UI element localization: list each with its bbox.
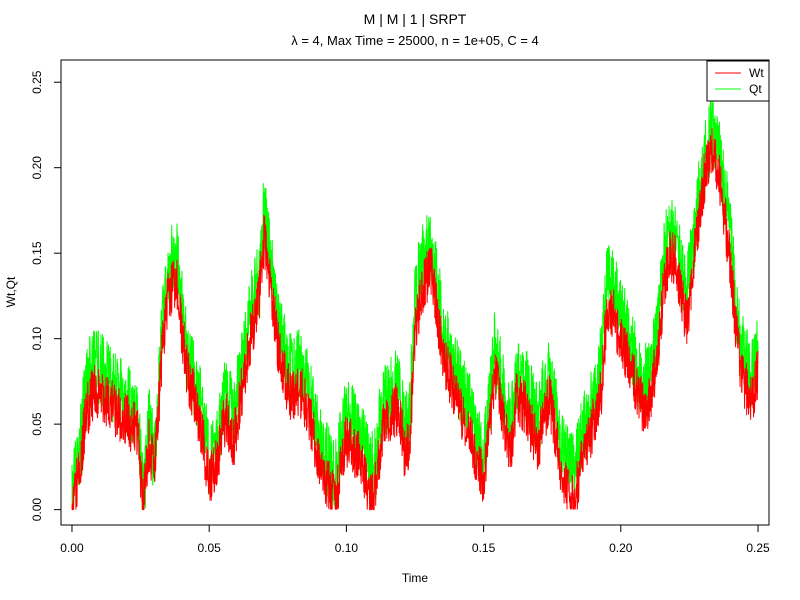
y-tick-label: 0.20 — [30, 156, 44, 180]
series-line-wt — [71, 128, 759, 511]
x-tick-label: 0.25 — [746, 541, 770, 555]
y-tick-label: 0.15 — [30, 241, 44, 265]
chart-title: M | M | 1 | SRPT — [364, 11, 467, 27]
x-tick-label: 0.05 — [198, 541, 222, 555]
legend-label-wt: Wt — [749, 66, 764, 80]
y-tick-label: 0.10 — [30, 327, 44, 351]
x-tick-label: 0.00 — [60, 541, 84, 555]
legend-box — [706, 60, 770, 102]
x-tick-label: 0.15 — [472, 541, 496, 555]
y-tick-label: 0.05 — [30, 412, 44, 436]
legend-label-qt: Qt — [749, 82, 762, 96]
x-axis: 0.00 0.05 0.10 0.15 0.20 0.25 — [60, 524, 770, 555]
y-axis: 0.00 0.05 0.10 0.15 0.20 0.25 — [30, 70, 62, 522]
y-tick-label: 0.25 — [30, 70, 44, 94]
series-layer — [71, 99, 759, 511]
chart-subtitle: λ = 4, Max Time = 25000, n = 1e+05, C = … — [291, 33, 539, 48]
x-tick-label: 0.20 — [609, 541, 633, 555]
x-tick-label: 0.10 — [335, 541, 359, 555]
y-axis-label: Wt,Qt — [4, 276, 18, 307]
legend: Wt Qt — [706, 60, 770, 102]
plot-area — [60, 59, 770, 526]
x-axis-label: Time — [402, 571, 429, 585]
y-tick-label: 0.00 — [30, 498, 44, 522]
